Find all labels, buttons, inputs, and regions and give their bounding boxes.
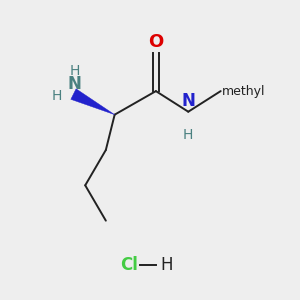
Polygon shape (71, 89, 115, 115)
Text: O: O (148, 33, 164, 51)
Text: N: N (68, 75, 82, 93)
Text: methyl: methyl (222, 85, 266, 98)
Text: H: H (183, 128, 194, 142)
Text: H: H (160, 256, 173, 274)
Text: Cl: Cl (120, 256, 138, 274)
Text: H: H (70, 64, 80, 78)
Text: H: H (52, 89, 62, 103)
Text: N: N (181, 92, 195, 110)
